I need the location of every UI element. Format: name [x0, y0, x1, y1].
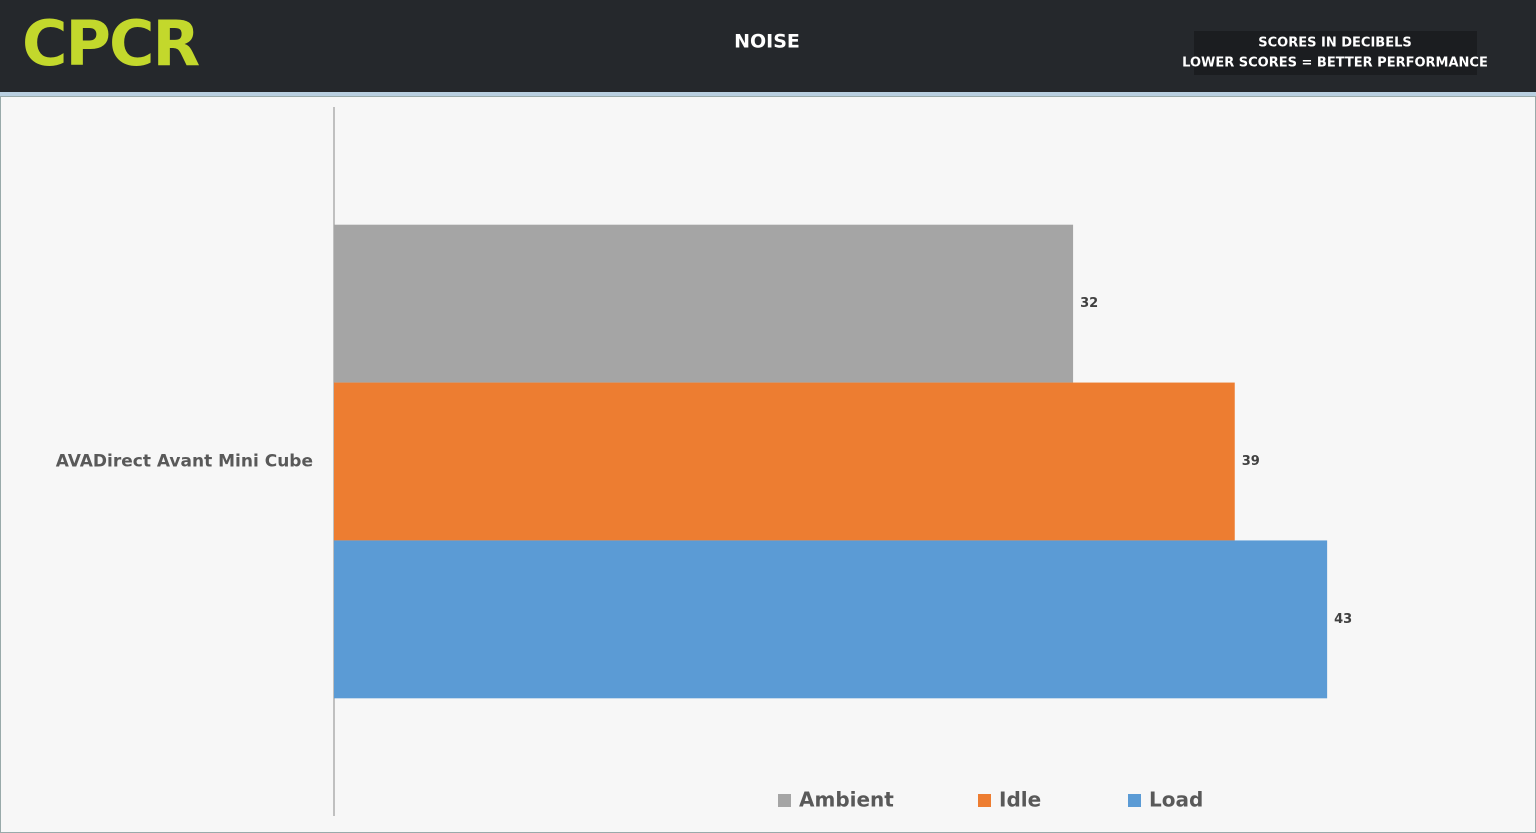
value-label: 32 — [1080, 296, 1098, 311]
note: LOWER SCORES = BETTER PERFORMANCE — [1182, 56, 1488, 71]
value-label: 43 — [1334, 612, 1352, 627]
bar — [334, 224, 1074, 383]
logo: CPCR — [22, 7, 199, 80]
legend-swatch — [1128, 794, 1141, 807]
chart-title: NOISE — [734, 31, 800, 53]
bar — [334, 382, 1235, 541]
value-label: 39 — [1242, 454, 1260, 469]
y-tick-label: AVADirect Avant Mini Cube — [56, 452, 313, 472]
note-box — [1194, 31, 1477, 75]
legend-label: Ambient — [799, 788, 894, 812]
header-border — [0, 92, 1536, 96]
legend-swatch — [778, 794, 791, 807]
note: SCORES IN DECIBELS — [1258, 36, 1411, 51]
legend-label: Idle — [999, 788, 1041, 812]
legend-label: Load — [1149, 788, 1203, 812]
legend-swatch — [978, 794, 991, 807]
bar — [334, 540, 1328, 699]
